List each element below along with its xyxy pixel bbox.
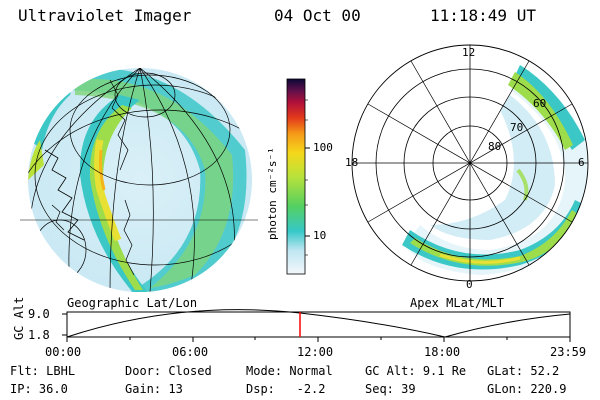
colorbar-tick-10: 10 <box>313 229 327 242</box>
date-label: 04 Oct 00 <box>274 6 361 25</box>
altitude-timeline <box>62 309 571 342</box>
colorbar-tick-100: 100 <box>313 141 333 154</box>
mlt-label-18: 18 <box>345 156 359 169</box>
timeline-xtick-2: 12:00 <box>297 345 334 359</box>
status-dsp: Dsp: -2.2 <box>246 382 326 396</box>
colorbar <box>286 78 306 275</box>
left-panel-caption: Geographic Lat/Lon <box>67 296 198 310</box>
mlat-label-60: 60 <box>533 97 547 110</box>
mlat-label-80: 80 <box>488 140 502 153</box>
mlat-label-70: 70 <box>510 121 524 134</box>
status-mode: Mode: Normal <box>246 364 333 378</box>
status-seq: Seq: 39 <box>365 382 416 396</box>
colorbar-unit-label: photon cm⁻²s⁻¹ <box>266 147 279 240</box>
time-label: 11:18:49 UT <box>430 6 536 25</box>
mlt-label-0: 0 <box>466 278 473 291</box>
timeline-ytick-high: 9.0 <box>28 307 50 321</box>
timeline-xtick-1: 06:00 <box>172 345 209 359</box>
status-ip: IP: 36.0 <box>10 382 68 396</box>
timeline-xtick-4: 23:59 <box>550 345 587 359</box>
timeline-xtick-3: 18:00 <box>424 345 461 359</box>
status-glat: GLat: 52.2 <box>487 364 560 378</box>
timeline-axis-label: GC Alt <box>12 296 26 340</box>
right-panel-caption: Apex MLat/MLT <box>410 296 504 310</box>
polar-plot-image <box>351 44 589 282</box>
timeline-xtick-0: 00:00 <box>45 345 82 359</box>
status-flt: Flt: LBHL <box>10 364 76 378</box>
app-title: Ultraviolet Imager <box>18 6 192 25</box>
mlt-label-12: 12 <box>462 46 476 59</box>
status-door: Door: Closed <box>125 364 212 378</box>
status-glon: GLon: 220.9 <box>487 382 567 396</box>
mlt-label-6: 6 <box>578 156 585 169</box>
status-gain: Gain: 13 <box>125 382 183 396</box>
timeline-ytick-low: 1.8 <box>28 328 50 342</box>
status-gc-alt: GC Alt: 9.1 Re <box>365 364 467 378</box>
geographic-globe-image <box>28 68 252 292</box>
